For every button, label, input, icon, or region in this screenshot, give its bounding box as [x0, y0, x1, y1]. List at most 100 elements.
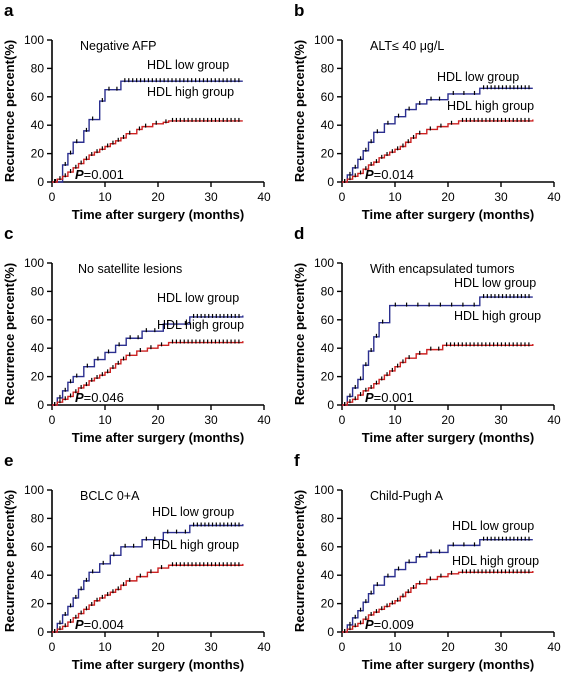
y-tick-label: 80 [321, 284, 335, 298]
x-tick-label: 0 [339, 190, 346, 204]
y-tick-label: 100 [314, 483, 334, 497]
x-tick-label: 20 [441, 190, 455, 204]
panel-f: 0 20 40 60 80 100 0 10 20 30 40 Time after surgery … [292, 451, 561, 672]
series-label-hdl-low: HDL low group [157, 291, 239, 305]
series-line-hdl-high [52, 341, 244, 406]
censor-marks [54, 117, 240, 183]
subgroup-annotation: ALT≤ 40 μg/L [370, 39, 444, 53]
y-tick-label: 80 [31, 61, 45, 75]
y-axis-label: Recurrence percent(%) [2, 490, 17, 632]
panel-d: 0 20 40 60 80 100 0 10 20 30 40 Time after surgery … [292, 224, 561, 445]
censor-marks [54, 78, 240, 183]
p-value: P=0.046 [75, 390, 124, 405]
censor-marks [344, 342, 530, 406]
x-tick-label: 20 [441, 640, 455, 654]
x-tick-label: 20 [151, 640, 165, 654]
y-tick-label: 20 [321, 370, 335, 384]
y-tick-label: 20 [321, 147, 335, 161]
x-tick-label: 0 [339, 640, 346, 654]
x-tick-label: 20 [151, 190, 165, 204]
series-label-hdl-low: HDL low group [452, 519, 534, 533]
x-tick-label: 10 [388, 413, 402, 427]
x-tick-label: 30 [494, 640, 508, 654]
subgroup-annotation: BCLC 0+A [80, 489, 140, 503]
censor-marks [54, 313, 240, 406]
x-tick-label: 20 [151, 413, 165, 427]
y-tick-label: 60 [321, 313, 335, 327]
panel-letter: d [294, 224, 304, 243]
x-tick-label: 40 [257, 413, 271, 427]
panel-e: 0 20 40 60 80 100 0 10 20 30 40 Time after surgery … [2, 451, 271, 672]
y-axis-label: Recurrence percent(%) [2, 263, 17, 405]
series-label-hdl-low: HDL low group [437, 70, 519, 84]
x-tick-label: 30 [204, 413, 218, 427]
series-line-hdl-low [52, 524, 244, 633]
x-tick-label: 0 [339, 413, 346, 427]
y-tick-label: 20 [31, 147, 45, 161]
y-tick-label: 0 [37, 398, 44, 412]
x-tick-label: 10 [98, 413, 112, 427]
y-tick-label: 60 [31, 90, 45, 104]
y-tick-label: 100 [24, 256, 44, 270]
series-line-hdl-high [342, 570, 534, 633]
x-tick-label: 40 [257, 190, 271, 204]
x-tick-label: 40 [257, 640, 271, 654]
series-line-hdl-low [52, 315, 244, 406]
x-axis-label: Time after surgery (months) [72, 207, 244, 222]
p-value: P=0.004 [75, 617, 124, 632]
censor-marks [54, 522, 240, 633]
panel-letter: f [294, 451, 300, 470]
y-tick-label: 20 [31, 370, 45, 384]
x-tick-label: 30 [494, 190, 508, 204]
x-axis-label: Time after surgery (months) [362, 430, 534, 445]
y-axis-label: Recurrence percent(%) [292, 40, 307, 182]
x-tick-label: 30 [204, 640, 218, 654]
y-tick-label: 40 [321, 341, 335, 355]
panel-letter: b [294, 1, 304, 20]
censor-marks [344, 536, 530, 633]
panel-b: 0 20 40 60 80 100 0 10 20 30 40 Time after surgery … [292, 1, 561, 222]
y-tick-label: 0 [327, 175, 334, 189]
y-tick-label: 60 [31, 313, 45, 327]
censor-marks [344, 85, 530, 183]
series-label-hdl-high: HDL high group [152, 538, 239, 552]
y-tick-label: 60 [321, 540, 335, 554]
series-label-hdl-high: HDL high group [447, 99, 534, 113]
x-tick-label: 0 [49, 190, 56, 204]
series-label-hdl-low: HDL low group [454, 276, 536, 290]
x-axis-label: Time after surgery (months) [362, 657, 534, 672]
x-axis-label: Time after surgery (months) [72, 657, 244, 672]
censor-marks [344, 569, 530, 633]
y-axis-label: Recurrence percent(%) [2, 40, 17, 182]
series-label-hdl-high: HDL high group [147, 85, 234, 99]
p-value: P=0.001 [365, 390, 414, 405]
x-tick-label: 10 [98, 640, 112, 654]
x-tick-label: 0 [49, 640, 56, 654]
subgroup-annotation: Child-Pugh A [370, 489, 444, 503]
subgroup-annotation: Negative AFP [80, 39, 156, 53]
x-tick-label: 40 [547, 413, 561, 427]
y-tick-label: 0 [37, 625, 44, 639]
y-tick-label: 20 [321, 597, 335, 611]
y-tick-label: 100 [24, 33, 44, 47]
series-label-hdl-high: HDL high group [454, 309, 541, 323]
series-label-hdl-low: HDL low group [152, 505, 234, 519]
series-line-hdl-high [342, 343, 534, 406]
series-line-hdl-high [52, 563, 244, 633]
y-tick-label: 40 [31, 568, 45, 582]
y-tick-label: 40 [321, 118, 335, 132]
p-value: P=0.014 [365, 167, 414, 182]
y-tick-label: 0 [37, 175, 44, 189]
p-value: P=0.009 [365, 617, 414, 632]
x-tick-label: 10 [388, 640, 402, 654]
x-axis-label: Time after surgery (months) [72, 430, 244, 445]
series-line-hdl-high [342, 119, 534, 183]
panel-letter: c [4, 224, 13, 243]
p-value: P=0.001 [75, 167, 124, 182]
y-tick-label: 40 [31, 118, 45, 132]
y-tick-label: 20 [31, 597, 45, 611]
x-tick-label: 40 [547, 640, 561, 654]
y-tick-label: 100 [24, 483, 44, 497]
panel-a: 0 20 40 60 80 100 0 10 20 30 40 Time after surgery … [2, 1, 271, 222]
series-label-hdl-high: HDL high group [157, 318, 244, 332]
